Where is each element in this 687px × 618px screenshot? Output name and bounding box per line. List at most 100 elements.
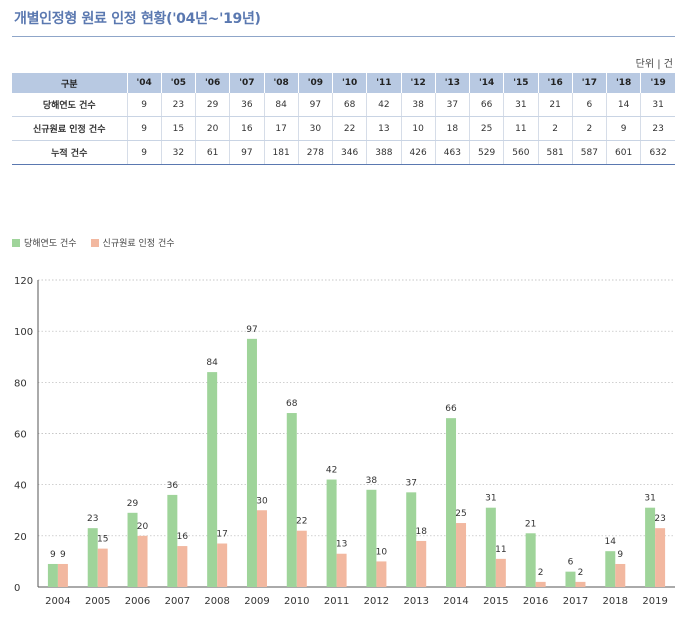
table-cell: 97 bbox=[297, 93, 333, 117]
data-label: 30 bbox=[256, 496, 268, 506]
bar-annual bbox=[645, 507, 656, 587]
table-header-cell: 구분 bbox=[12, 73, 127, 93]
y-tick-label: 120 bbox=[14, 276, 33, 287]
table-header-cell: '04 bbox=[126, 73, 162, 93]
table-cell: 463 bbox=[434, 140, 470, 165]
x-tick-label: 2009 bbox=[244, 596, 269, 607]
table-cell: 632 bbox=[640, 140, 675, 165]
table-row: 신규원료 인정 건수 9 15 20 16 17 30 22 13 10 18 25 11 2 2 9 23 bbox=[12, 116, 675, 141]
table-cell: 346 bbox=[331, 140, 367, 165]
data-label: 9 bbox=[617, 550, 623, 560]
data-label: 16 bbox=[177, 532, 189, 542]
legend-label: 신규원료 인정 건수 bbox=[102, 239, 175, 249]
bar-annual bbox=[565, 571, 576, 587]
table-cell: 20 bbox=[194, 116, 230, 141]
bar-annual bbox=[167, 494, 178, 587]
table-cell: 581 bbox=[537, 140, 573, 165]
x-tick-label: 2013 bbox=[403, 596, 428, 607]
table-header-cell: '10 bbox=[331, 73, 367, 93]
table-cell: 278 bbox=[297, 140, 333, 165]
bar-annual bbox=[286, 413, 297, 587]
table-cell: 2 bbox=[537, 116, 573, 141]
table-cell: 388 bbox=[366, 140, 401, 165]
x-tick-label: 2007 bbox=[165, 596, 190, 607]
data-label: 15 bbox=[97, 535, 108, 545]
bar-annual bbox=[485, 507, 496, 587]
row-label: 신규원료 인정 건수 bbox=[12, 116, 127, 141]
data-label: 14 bbox=[605, 537, 617, 547]
table-cell: 32 bbox=[160, 140, 196, 165]
data-label: 9 bbox=[60, 550, 66, 560]
table-cell: 601 bbox=[605, 140, 641, 165]
table-cell: 14 bbox=[605, 93, 641, 117]
x-tick-label: 2017 bbox=[563, 596, 588, 607]
table-header-cell: '06 bbox=[194, 73, 230, 93]
x-tick-label: 2018 bbox=[603, 596, 628, 607]
table-header-cell: '13 bbox=[434, 73, 470, 93]
x-tick-label: 2005 bbox=[85, 596, 110, 607]
bar-annual bbox=[246, 338, 257, 587]
table-cell: 15 bbox=[160, 116, 196, 141]
data-label: 23 bbox=[87, 514, 98, 524]
table-cell: 13 bbox=[366, 116, 401, 141]
table-cell: 30 bbox=[297, 116, 333, 141]
data-label: 36 bbox=[167, 481, 179, 491]
unit-label: 단위 | 건 bbox=[635, 59, 673, 70]
table-cell: 38 bbox=[400, 93, 436, 117]
bar-annual bbox=[605, 551, 616, 587]
table-header-cell: '19 bbox=[640, 73, 675, 93]
chart-legend: 당해연도 건수 신규원료 인정 건수 bbox=[12, 236, 189, 249]
table-cell: 181 bbox=[263, 140, 299, 165]
x-tick-label: 2016 bbox=[523, 596, 548, 607]
table-cell: 97 bbox=[229, 140, 264, 165]
data-label: 18 bbox=[415, 527, 427, 537]
x-tick-label: 2015 bbox=[483, 596, 508, 607]
legend-item-new: 신규원료 인정 건수 bbox=[90, 236, 175, 249]
x-tick-label: 2011 bbox=[324, 596, 349, 607]
bar-new bbox=[217, 543, 228, 587]
x-tick-label: 2006 bbox=[125, 596, 150, 607]
table-header-cell: '17 bbox=[571, 73, 607, 93]
x-tick-label: 2004 bbox=[45, 596, 70, 607]
bar-new bbox=[296, 530, 307, 587]
bar-new bbox=[416, 540, 427, 587]
data-label: 6 bbox=[568, 558, 574, 568]
data-label: 17 bbox=[216, 530, 227, 540]
bar-new bbox=[336, 553, 347, 587]
data-label: 2 bbox=[578, 568, 584, 578]
table-header-cell: '08 bbox=[263, 73, 299, 93]
row-label: 당해연도 건수 bbox=[12, 93, 127, 117]
data-label: 84 bbox=[206, 358, 218, 368]
x-tick-label: 2019 bbox=[642, 596, 667, 607]
table-header-cell: '11 bbox=[366, 73, 401, 93]
legend-label: 당해연도 건수 bbox=[24, 239, 77, 249]
bar-annual bbox=[446, 418, 457, 587]
summary-table: 구분 '04 '05 '06 '07 '08 '09 '10 '11 '12 '… bbox=[12, 73, 675, 165]
legend-item-annual: 당해연도 건수 bbox=[12, 236, 77, 249]
table-cell: 529 bbox=[468, 140, 504, 165]
bar-new bbox=[535, 581, 546, 587]
table-header-cell: '14 bbox=[468, 73, 504, 93]
table-cell: 9 bbox=[126, 140, 162, 165]
table-header-cell: '12 bbox=[400, 73, 436, 93]
table-header-cell: '16 bbox=[537, 73, 573, 93]
page-title: 개별인정형 원료 인정 현황('04년~'19년) bbox=[14, 11, 261, 27]
data-label: 11 bbox=[495, 545, 506, 555]
table-cell: 11 bbox=[503, 116, 538, 141]
data-label: 31 bbox=[485, 494, 496, 504]
table-row: 누적 건수 9 32 61 97 181 278 346 388 426 463 529 560 581 5… bbox=[12, 140, 675, 165]
bar-new bbox=[57, 563, 68, 587]
x-tick-label: 2014 bbox=[443, 596, 468, 607]
y-tick-label: 60 bbox=[14, 430, 27, 441]
x-tick-label: 2012 bbox=[364, 596, 389, 607]
data-label: 23 bbox=[654, 514, 665, 524]
bar-new bbox=[655, 528, 666, 587]
table-cell: 84 bbox=[263, 93, 299, 117]
table-cell: 6 bbox=[571, 93, 607, 117]
bar-new bbox=[456, 523, 467, 587]
table-cell: 25 bbox=[468, 116, 504, 141]
data-label: 29 bbox=[127, 499, 139, 509]
data-label: 22 bbox=[296, 517, 307, 527]
bar-new bbox=[137, 535, 148, 587]
